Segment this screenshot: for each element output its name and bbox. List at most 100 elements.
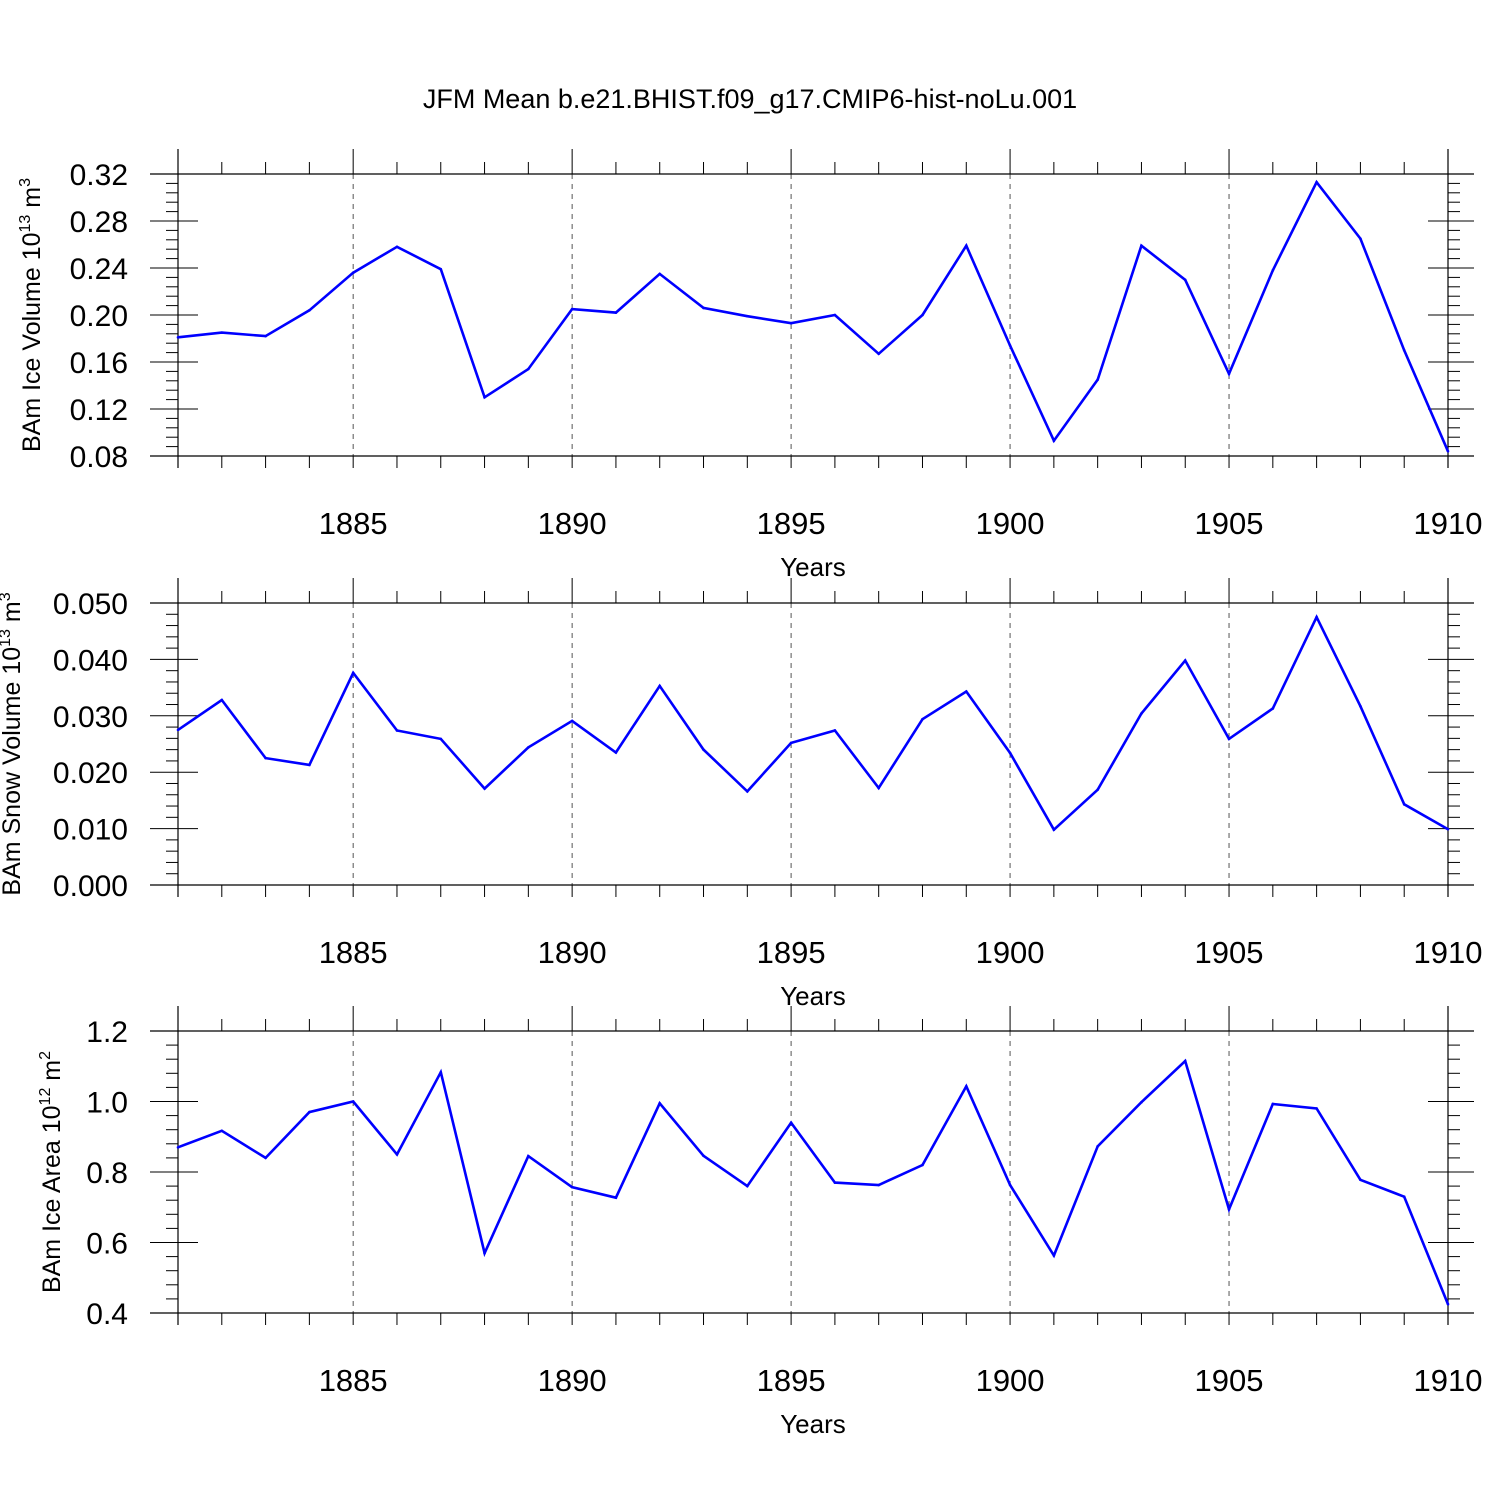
series-line: [177, 1058, 1450, 1305]
y-tick-label: 1.0: [86, 1087, 128, 1120]
data-point: [1008, 751, 1012, 755]
data-point: [527, 1154, 530, 1158]
y-axis-label: BAm Ice Area 1012 m2: [37, 1051, 66, 1293]
data-point: [395, 729, 399, 732]
data-point: [395, 245, 399, 249]
data-point: [483, 395, 486, 399]
y-tick-label: 0.28: [70, 206, 128, 239]
data-point: [1183, 659, 1187, 662]
data-point: [789, 1121, 793, 1124]
x-tick-label: 1910: [1414, 506, 1483, 541]
data-point: [570, 1185, 574, 1189]
data-point: [1402, 348, 1406, 352]
data-point: [614, 1196, 618, 1200]
x-tick-label: 1895: [757, 1363, 826, 1398]
data-point: [264, 1156, 267, 1160]
data-point: [1402, 1195, 1406, 1198]
data-point: [527, 746, 530, 749]
data-point: [1183, 278, 1187, 282]
data-point: [220, 331, 224, 334]
data-point: [1052, 828, 1056, 832]
y-tick-label: 0.050: [53, 588, 128, 621]
y-tick-label: 0.020: [53, 757, 128, 790]
data-point: [964, 1085, 968, 1088]
data-point: [1096, 378, 1099, 381]
data-point: [702, 306, 705, 310]
data-point: [570, 719, 574, 723]
x-tick-label: 1885: [319, 935, 388, 970]
x-tick-label: 1900: [976, 1363, 1045, 1398]
data-point: [964, 690, 968, 693]
series-line: [177, 179, 1450, 452]
data-point: [1140, 712, 1143, 715]
x-tick-label: 1905: [1195, 935, 1264, 970]
data-point: [1315, 180, 1318, 184]
data-point: [1359, 1178, 1362, 1182]
y-tick-label: 1.2: [86, 1016, 128, 1049]
data-point: [746, 790, 749, 793]
x-tick-label: 1895: [757, 506, 826, 541]
data-point: [176, 336, 180, 339]
data-point: [746, 1184, 749, 1188]
data-point: [1446, 1302, 1450, 1306]
x-tick-label: 1890: [538, 1363, 607, 1398]
panel-1: 1885 1890 1895 1900 1905 1910 Years 0.08 0.12 0.1…: [17, 149, 1482, 582]
data-point: [1359, 704, 1362, 708]
data-point: [614, 751, 618, 754]
data-point: [1446, 450, 1450, 453]
panel-2: 1885 1890 1895 1900 1905 1910 Years 0.000 0.010 0…: [0, 578, 1482, 1011]
data-point: [1271, 1102, 1275, 1106]
data-point: [483, 787, 486, 790]
data-point: [1140, 244, 1143, 247]
data-point: [308, 763, 311, 767]
data-point: [220, 1129, 224, 1133]
y-tick-label: 0.8: [86, 1157, 128, 1190]
data-point: [1052, 439, 1056, 443]
data-point: [1008, 344, 1012, 347]
data-point: [789, 321, 793, 325]
data-point: [264, 334, 267, 338]
data-point: [1008, 1183, 1012, 1187]
y-tick-label: 0.16: [70, 347, 128, 380]
x-axis-label: Years: [780, 1409, 846, 1439]
data-point: [1096, 788, 1099, 791]
data-point: [1227, 372, 1231, 376]
x-tick-label: 1900: [976, 506, 1045, 541]
data-point: [833, 1181, 837, 1184]
x-tick-label: 1900: [976, 935, 1045, 970]
data-point: [1315, 1107, 1318, 1110]
data-point: [658, 272, 662, 276]
x-tick-label: 1885: [319, 506, 388, 541]
data-point: [614, 311, 618, 314]
data-point: [877, 1183, 880, 1187]
data-point: [921, 717, 924, 721]
x-tick-label: 1910: [1414, 1363, 1483, 1398]
data-point: [658, 684, 662, 688]
x-axis-label: Years: [780, 981, 846, 1011]
data-point: [1315, 615, 1318, 619]
data-point: [1140, 1100, 1143, 1104]
data-point: [308, 309, 311, 312]
data-point: [439, 1070, 443, 1074]
data-point: [702, 1154, 705, 1158]
data-point: [570, 307, 574, 311]
data-point: [1096, 1144, 1099, 1148]
data-point: [1359, 237, 1362, 240]
data-point: [658, 1101, 662, 1105]
data-point: [921, 313, 924, 317]
series-line: [177, 614, 1449, 832]
data-point: [1271, 707, 1275, 710]
y-tick-label: 0.030: [53, 701, 128, 734]
x-tick-label: 1885: [319, 1363, 388, 1398]
y-tick-label: 0.040: [53, 644, 128, 677]
data-point: [702, 748, 705, 751]
y-axis-label: BAm Ice Volume 1013 m3: [17, 178, 46, 452]
x-tick-label: 1890: [538, 935, 607, 970]
data-point: [527, 367, 530, 371]
data-point: [877, 786, 880, 790]
data-point: [439, 737, 443, 741]
y-tick-label: 0.4: [86, 1298, 128, 1331]
x-tick-label: 1905: [1195, 506, 1264, 541]
data-point: [833, 729, 837, 732]
